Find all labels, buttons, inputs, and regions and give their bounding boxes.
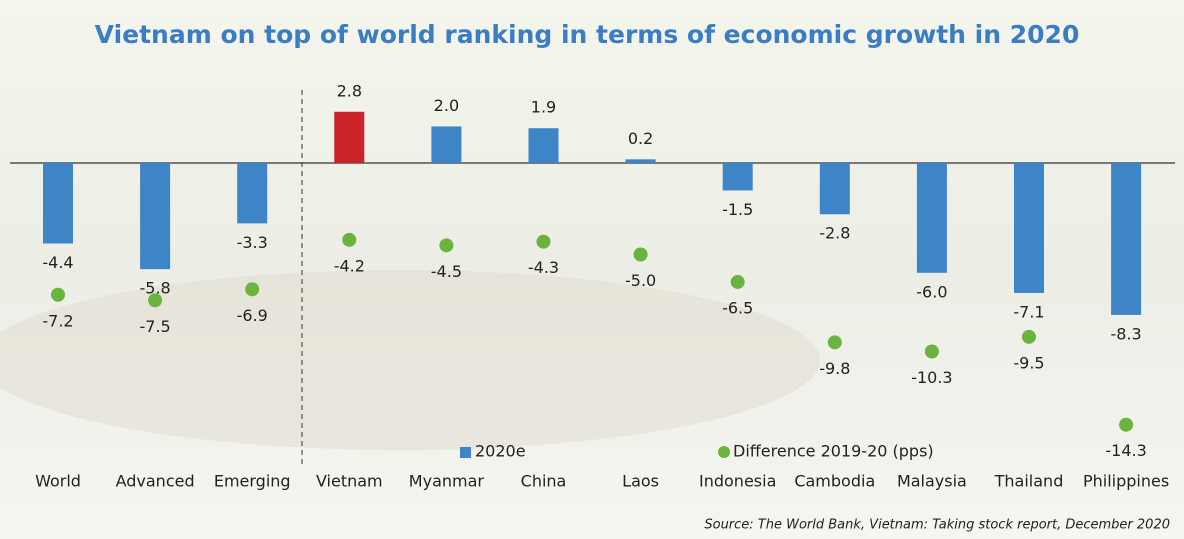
value-label: -1.5: [722, 200, 753, 219]
value-label: -7.2: [42, 311, 73, 330]
bar: [722, 163, 753, 191]
x-tick-label: Malaysia: [897, 472, 967, 491]
value-label: -7.5: [139, 317, 170, 336]
value-label: -3.3: [237, 233, 268, 252]
dot: [730, 274, 745, 289]
coins-backdrop: [0, 270, 820, 450]
value-label: -5.0: [625, 271, 656, 290]
x-tick-label: Philippines: [1083, 472, 1169, 491]
x-tick-label: Emerging: [214, 472, 291, 491]
bar: [43, 163, 73, 244]
value-label: -9.5: [1013, 353, 1044, 372]
bar: [819, 163, 850, 215]
legend-swatch: [460, 447, 471, 458]
bar: [916, 163, 947, 273]
value-label: -6.5: [722, 298, 753, 317]
bar: [1014, 163, 1044, 293]
dot: [536, 234, 551, 249]
x-tick-label: Indonesia: [699, 472, 776, 491]
x-tick-label: Thailand: [994, 472, 1064, 491]
x-tick-label: Laos: [622, 472, 659, 491]
value-label: -8.3: [1110, 324, 1141, 343]
value-label: 2.0: [434, 96, 459, 115]
bar: [1111, 163, 1142, 315]
dot: [1119, 417, 1134, 432]
bar: [625, 159, 656, 163]
legend-label: 2020e: [475, 442, 526, 461]
x-tick-label: Cambodia: [794, 472, 875, 491]
legend-label: Difference 2019-20 (pps): [733, 442, 934, 461]
dot: [342, 232, 357, 247]
value-label: -14.3: [1105, 441, 1146, 460]
bar: [334, 111, 365, 163]
value-label: 1.9: [531, 98, 556, 117]
dot: [51, 287, 65, 302]
x-tick-label: Myanmar: [409, 472, 485, 491]
dot: [439, 238, 454, 253]
legend-swatch: [718, 446, 730, 458]
value-label: -10.3: [911, 368, 952, 387]
value-label: -4.2: [334, 256, 365, 275]
value-label: -4.5: [431, 262, 462, 281]
value-label: -7.1: [1013, 302, 1044, 321]
value-label: -6.9: [237, 306, 268, 325]
bar: [528, 128, 559, 163]
bar: [237, 163, 268, 224]
chart-title: Vietnam on top of world ranking in terms…: [95, 20, 1080, 49]
x-tick-label: Vietnam: [316, 472, 383, 491]
dot: [1022, 329, 1036, 344]
value-label: -6.0: [916, 282, 947, 301]
bar: [140, 163, 171, 270]
value-label: 0.2: [628, 129, 653, 148]
bar: [431, 126, 462, 163]
dot: [633, 247, 648, 262]
dot: [245, 282, 260, 297]
value-label: -4.4: [42, 253, 73, 272]
dot: [148, 293, 163, 308]
x-tick-label: China: [521, 472, 567, 491]
value-label: 2.8: [337, 81, 362, 100]
x-tick-label: World: [35, 472, 81, 491]
value-label: -5.8: [139, 279, 170, 298]
value-label: -9.8: [819, 359, 850, 378]
dot: [827, 335, 842, 350]
dot: [924, 344, 939, 359]
value-label: -4.3: [528, 258, 559, 277]
x-tick-label: Advanced: [116, 472, 195, 491]
source: Source: The World Bank, Vietnam: Taking …: [704, 518, 1170, 533]
value-label: -2.8: [819, 224, 850, 243]
